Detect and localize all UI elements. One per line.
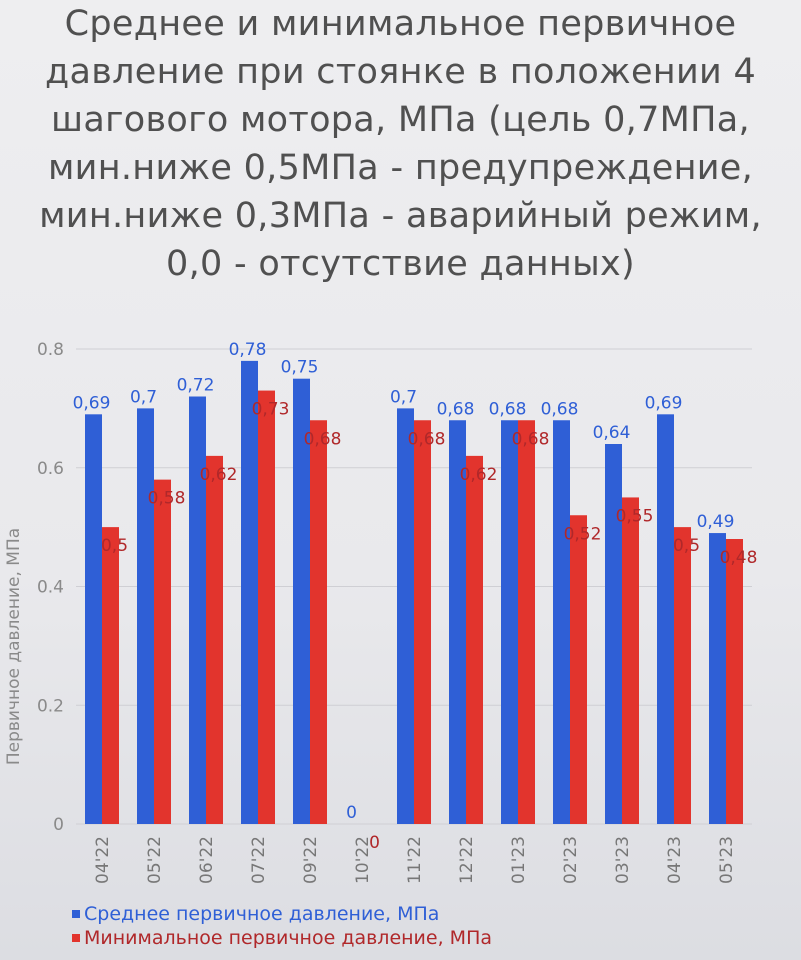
- data-label-average: 0,68: [437, 399, 475, 419]
- data-label-average: 0,69: [73, 393, 111, 413]
- data-label-minimum: 0,55: [616, 506, 654, 526]
- data-label-minimum: 0,52: [564, 524, 602, 544]
- data-label-average: 0,75: [281, 358, 319, 378]
- data-label-average: 0,7: [130, 387, 157, 407]
- bar-average: [85, 414, 102, 824]
- bar-average: [397, 408, 414, 824]
- bar-minimum: [206, 455, 223, 824]
- y-tick-label: 0: [53, 815, 64, 835]
- data-label-average: 0,69: [645, 393, 683, 413]
- data-label-average: 0,68: [541, 399, 579, 419]
- bar-average: [137, 408, 154, 824]
- x-tick-label: 10'22: [353, 836, 373, 884]
- title-line-5: мин.ниже 0,3МПа - аварийный режим,: [39, 196, 762, 236]
- bar-average: [657, 414, 674, 824]
- bar-minimum: [726, 539, 743, 824]
- x-tick-label: 03'23: [613, 836, 633, 884]
- data-label-average: 0,64: [593, 423, 631, 443]
- title-line-1: Среднее и минимальное первичное: [64, 4, 737, 44]
- x-tick-label: 04'23: [665, 836, 685, 884]
- y-tick-label: 0.8: [37, 340, 64, 360]
- data-label-minimum: 0,5: [101, 536, 128, 556]
- bar-minimum: [310, 420, 327, 824]
- y-tick-label: 0.2: [37, 696, 64, 716]
- x-tick-label: 09'22: [301, 836, 321, 884]
- x-tick-label: 04'22: [93, 836, 113, 884]
- data-label-minimum: 0,58: [148, 489, 186, 509]
- data-label-minimum: 0,48: [720, 548, 758, 568]
- y-tick-label: 0.6: [37, 459, 64, 479]
- title-line-3: шагового мотора, МПа (цель 0,7МПа,: [51, 100, 750, 140]
- x-tick-label: 07'22: [249, 836, 269, 884]
- data-label-minimum: 0,62: [200, 465, 238, 485]
- legend-label-average: Среднее первичное давление, МПа: [84, 903, 440, 925]
- bar-average: [449, 420, 466, 824]
- data-label-minimum: 0,73: [252, 400, 290, 420]
- bar-average: [293, 378, 310, 824]
- data-label-minimum: 0,5: [673, 536, 700, 556]
- x-tick-label: 05'22: [145, 836, 165, 884]
- legend-item-average: Среднее первичное давление, МПа: [72, 902, 492, 926]
- bar-minimum: [414, 420, 431, 824]
- bar-minimum: [674, 527, 691, 824]
- bar-average: [189, 396, 206, 824]
- bar-average: [501, 420, 518, 824]
- data-label-minimum: 0,68: [408, 429, 446, 449]
- x-tick-label: 06'22: [197, 836, 217, 884]
- data-label-minimum: 0: [369, 833, 380, 853]
- bar-minimum: [154, 479, 171, 824]
- bar-minimum: [622, 497, 639, 824]
- x-tick-label: 01'23: [509, 836, 529, 884]
- legend-swatch-minimum: [72, 934, 80, 942]
- data-label-average: 0: [346, 803, 357, 823]
- bar-average: [709, 533, 726, 824]
- bar-average: [605, 444, 622, 824]
- x-tick-label: 12'22: [457, 836, 477, 884]
- title-line-2: давление при стоянке в положении 4: [44, 52, 757, 92]
- bar-average: [241, 360, 258, 824]
- legend-label-minimum: Минимальное первичное давление, МПа: [84, 927, 492, 949]
- data-label-average: 0,49: [697, 512, 735, 532]
- data-label-average: 0,72: [177, 376, 215, 396]
- y-tick-label: 0.4: [37, 578, 64, 598]
- bar-minimum: [570, 515, 587, 824]
- data-label-minimum: 0,68: [512, 429, 550, 449]
- data-label-minimum: 0,68: [304, 429, 342, 449]
- bar-minimum: [466, 455, 483, 824]
- legend-swatch-average: [72, 910, 80, 918]
- bar-average: [553, 420, 570, 824]
- x-tick-label: 02'23: [561, 836, 581, 884]
- data-label-average: 0,68: [489, 399, 527, 419]
- bar-minimum: [102, 527, 119, 824]
- chart-legend: Среднее первичное давление, МПа Минималь…: [72, 902, 492, 950]
- data-label-average: 0,7: [390, 387, 417, 407]
- legend-item-minimum: Минимальное первичное давление, МПа: [72, 926, 492, 950]
- chart-title: Среднее и минимальное первичное давление…: [0, 0, 801, 288]
- y-axis-label: Первичное давление, МПа: [4, 528, 24, 765]
- x-tick-label: 05'23: [717, 836, 737, 884]
- bar-minimum: [258, 390, 275, 824]
- title-line-6: 0,0 - отсутствие данных): [166, 244, 635, 284]
- bar-minimum: [518, 420, 535, 824]
- title-line-4: мин.ниже 0,5МПа - предупреждение,: [47, 148, 754, 188]
- data-label-average: 0,78: [229, 340, 267, 360]
- data-label-minimum: 0,62: [460, 465, 498, 485]
- x-tick-label: 11'22: [405, 836, 425, 884]
